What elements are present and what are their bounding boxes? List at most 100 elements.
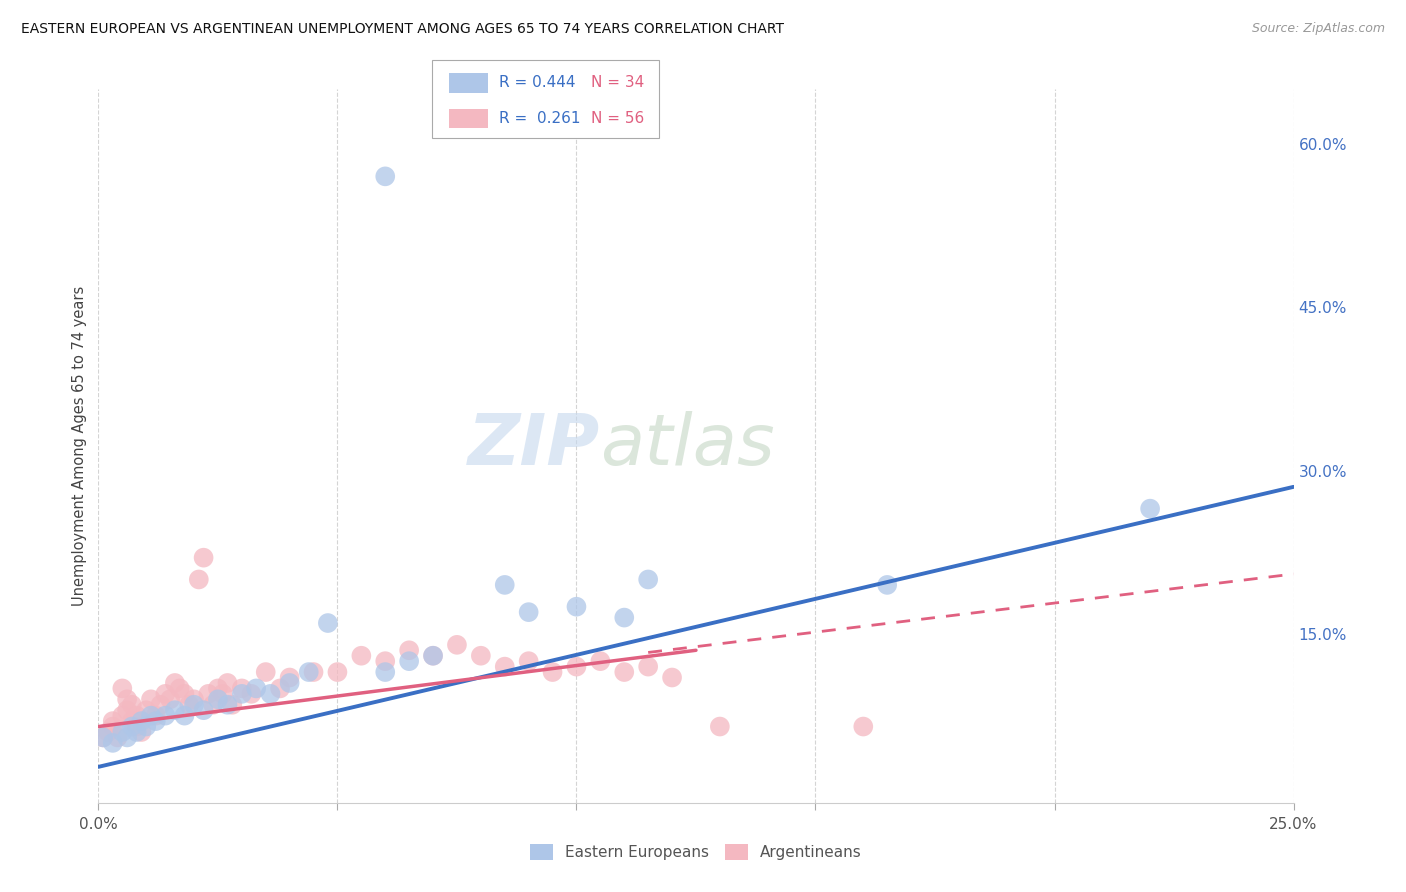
Point (163, 676, 186, 690)
Point (398, 643, 420, 657)
Point (91, 731, 114, 745)
Y-axis label: Unemployment Among Ages 65 to 74 years: Unemployment Among Ages 65 to 74 years (72, 285, 87, 607)
Point (121, 720, 143, 734)
Text: R =  0.261: R = 0.261 (499, 112, 581, 126)
Point (173, 708, 195, 723)
Point (155, 708, 177, 723)
Point (155, 687, 177, 701)
Point (121, 698, 143, 712)
Point (111, 681, 134, 696)
Point (422, 648, 444, 663)
Point (326, 665, 349, 679)
Point (374, 665, 396, 679)
Point (183, 698, 205, 712)
Point (517, 654, 540, 668)
Point (193, 550, 215, 565)
Point (207, 681, 229, 696)
Point (202, 698, 225, 712)
Point (101, 714, 124, 728)
Point (197, 687, 219, 701)
Text: N = 56: N = 56 (591, 112, 644, 126)
Point (422, 648, 444, 663)
Point (231, 687, 253, 701)
Point (302, 665, 325, 679)
Point (121, 714, 143, 728)
Point (101, 720, 124, 734)
Point (183, 692, 205, 706)
Point (541, 665, 564, 679)
Point (125, 725, 148, 739)
Point (125, 720, 148, 734)
Point (139, 708, 162, 723)
Point (193, 703, 215, 717)
Point (145, 708, 167, 723)
Point (278, 676, 301, 690)
Point (97, 725, 120, 739)
Text: atlas: atlas (600, 411, 775, 481)
Text: N = 34: N = 34 (591, 76, 644, 90)
Point (187, 573, 209, 587)
Point (179, 698, 201, 712)
Point (139, 692, 162, 706)
Text: Source: ZipAtlas.com: Source: ZipAtlas.com (1251, 22, 1385, 36)
Point (398, 654, 420, 668)
Point (91, 731, 114, 745)
Point (517, 605, 540, 619)
Point (245, 681, 267, 696)
Point (111, 708, 134, 723)
Point (613, 610, 636, 624)
Text: ZIP: ZIP (468, 411, 600, 481)
Point (637, 659, 659, 673)
Point (101, 736, 124, 750)
Point (111, 725, 134, 739)
Point (135, 720, 157, 734)
Point (565, 599, 588, 614)
Point (709, 720, 731, 734)
Point (350, 648, 373, 663)
Point (470, 648, 492, 663)
Point (298, 665, 321, 679)
Point (589, 654, 612, 668)
Point (278, 671, 301, 685)
Point (876, 578, 898, 592)
Point (131, 714, 153, 728)
Point (173, 687, 195, 701)
Point (163, 703, 186, 717)
Point (211, 687, 233, 701)
Point (231, 681, 253, 696)
Point (217, 676, 239, 690)
Point (159, 692, 181, 706)
Point (613, 665, 636, 679)
Point (269, 681, 291, 696)
Legend: Eastern Europeans, Argentineans: Eastern Europeans, Argentineans (524, 838, 868, 866)
Point (115, 692, 138, 706)
Point (169, 681, 191, 696)
Point (217, 698, 239, 712)
Text: EASTERN EUROPEAN VS ARGENTINEAN UNEMPLOYMENT AMONG AGES 65 TO 74 YEARS CORRELATI: EASTERN EUROPEAN VS ARGENTINEAN UNEMPLOY… (21, 22, 785, 37)
Text: R = 0.444: R = 0.444 (499, 76, 575, 90)
Point (852, 720, 875, 734)
Point (374, 169, 396, 184)
Point (494, 659, 516, 673)
Point (374, 654, 396, 668)
Point (115, 703, 138, 717)
Point (565, 659, 588, 673)
Point (135, 703, 157, 717)
Point (115, 731, 138, 745)
Point (207, 692, 229, 706)
Point (125, 708, 148, 723)
Point (145, 714, 167, 728)
Point (494, 578, 516, 592)
Point (131, 725, 153, 739)
Point (107, 731, 129, 745)
Point (149, 698, 172, 712)
Point (661, 671, 683, 685)
Point (316, 615, 339, 630)
Point (221, 698, 243, 712)
Point (240, 687, 263, 701)
Point (259, 687, 281, 701)
Point (254, 665, 277, 679)
Point (446, 638, 468, 652)
Point (637, 573, 659, 587)
Point (1139, 501, 1161, 516)
